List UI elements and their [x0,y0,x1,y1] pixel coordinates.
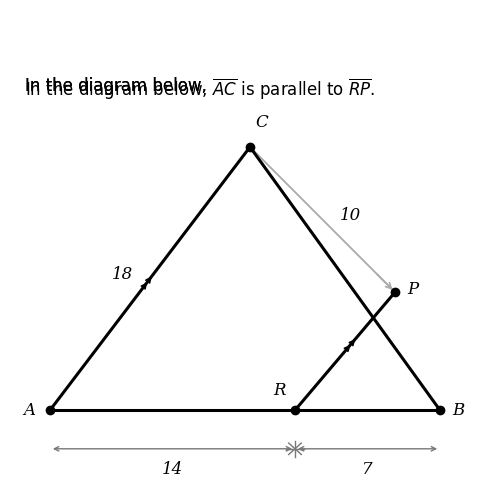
Text: In the diagram below, $\overline{AC}$ is parallel to $\overline{RP}$.: In the diagram below, $\overline{AC}$ is… [25,77,376,102]
Text: R: R [274,382,286,399]
Text: 14: 14 [162,461,183,478]
Text: 7: 7 [362,461,373,478]
Text: 10: 10 [340,206,360,223]
Text: Similarity: Quiz 3: Similarity: Quiz 3 [149,14,351,34]
Text: 18: 18 [112,266,133,283]
Text: <: < [20,14,40,34]
Text: C: C [255,114,268,131]
Text: A: A [23,402,35,419]
Text: In the diagram below,: In the diagram below, [25,77,212,95]
Text: B: B [452,402,465,419]
Text: P: P [408,282,418,299]
Text: In the diagram below,: In the diagram below, [25,77,212,95]
